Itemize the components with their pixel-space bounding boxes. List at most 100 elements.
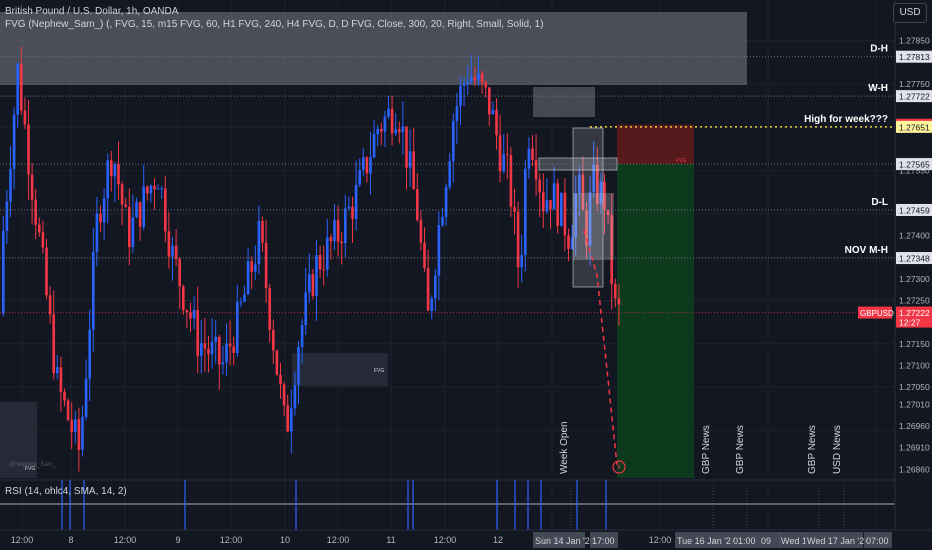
event-label: Week Open [559,421,570,474]
candle [437,225,441,276]
lightning-icon: ⚡ [616,463,622,472]
candle [210,341,214,355]
candle [23,110,27,125]
candle [207,348,210,355]
indicator-legend[interactable]: FVG (Nephew_Sam_) (, FVG, 15, m15 FVG, 6… [5,19,544,30]
time-tick: 10 [280,535,290,545]
candle [563,192,567,236]
candle [394,129,397,134]
candle [268,288,271,331]
candle [135,202,138,218]
candle [488,87,491,115]
candle [308,274,311,293]
level-price-tag [896,50,932,63]
candle [56,367,59,374]
price-tick: 1.27550 [899,166,930,176]
currency-button[interactable]: USD [893,3,927,23]
candle [326,237,329,270]
candle [243,294,246,302]
time-label: 09 [761,536,771,546]
fvg-label: FVG [374,368,384,374]
level-price-text: 1.27348 [899,254,930,264]
alert-icon [612,460,626,474]
candle [20,64,23,111]
candle [174,245,178,259]
candle [264,242,268,289]
position-label: FVG [676,158,686,164]
candle [336,219,340,242]
candle [578,174,581,194]
candle [45,247,48,296]
candle [304,292,307,326]
time-tick: 12:00 [220,535,243,545]
fvg-zone [292,353,388,386]
candle [599,181,603,204]
candle [218,336,221,365]
candle [603,181,606,211]
bar-countdown: 12:27 [899,318,921,328]
highlight-box [538,157,618,171]
fvg-label: FVG [25,466,35,472]
watermark: @Nephew_Sam_ [9,462,57,468]
candle [516,211,520,268]
candle [59,367,63,393]
candle [588,191,592,246]
time-label: Sun 14 Jan '24 [535,536,595,546]
price-tick: 1.27150 [899,339,930,349]
candle [434,275,437,299]
current-price-tag [896,306,932,328]
candle [419,219,423,243]
candle [448,161,451,188]
candle [38,224,41,233]
candle [189,312,192,319]
candle [27,124,30,175]
candle [149,185,153,194]
projection-line [583,229,618,466]
candle [524,168,527,256]
candle [333,219,336,242]
candle [495,109,498,136]
candle [30,174,34,200]
candle [329,237,333,242]
candle [200,343,203,356]
candle [88,329,91,379]
level-price-text: 1.27722 [899,92,930,102]
candle [552,183,556,210]
candle [358,169,361,185]
level-price-text: 1.27813 [899,52,930,62]
candle [390,108,394,134]
rsi-legend[interactable]: RSI (14, ohlc4, SMA, 14, 2) [5,486,127,497]
candle [185,310,189,313]
candle [466,81,469,84]
level-price-text: 1.27565 [899,160,930,170]
candle [470,77,473,82]
price-tick: 1.27750 [899,79,930,89]
level-price-tag [896,203,932,216]
candle [228,343,232,347]
stop-loss-zone [617,124,694,165]
candle [297,346,300,386]
candle [617,298,621,305]
candle [2,230,5,314]
candle [455,106,459,122]
candle [372,134,376,158]
candle [531,148,534,160]
candle [250,261,253,272]
candle [560,192,563,227]
time-label: 07:00 [866,536,889,546]
candle [272,330,275,351]
candle [347,206,351,209]
candle [574,193,577,238]
candle [416,189,419,220]
price-tick: 1.26910 [899,443,930,453]
candle [545,200,549,212]
level-price-tag [896,252,932,265]
price-tick: 1.26860 [899,464,930,474]
candle [542,192,545,212]
candle [354,184,358,220]
candle [426,268,430,311]
candle [106,160,109,199]
price-tick: 1.27010 [899,399,930,409]
level-price-tag [896,158,932,171]
